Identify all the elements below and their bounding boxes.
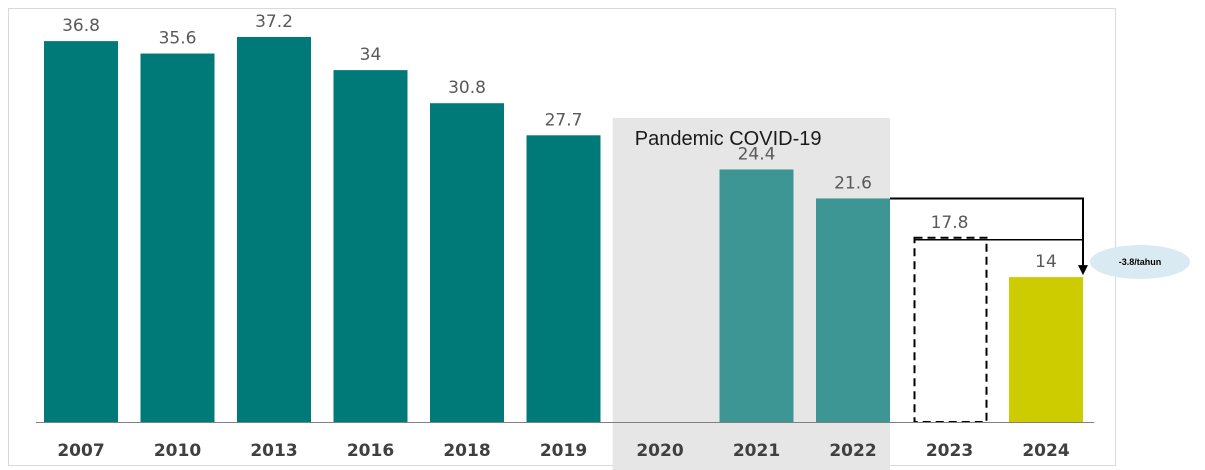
value-label-2024: 14 [1035, 252, 1057, 272]
bar-2016 [333, 70, 408, 422]
bar-2024 [1009, 277, 1083, 422]
value-label-2013: 37.2 [255, 12, 293, 32]
bar-2019 [526, 135, 601, 422]
category-label-2007: 2007 [57, 441, 104, 461]
category-label-2022: 2022 [829, 441, 876, 461]
chart-frame [8, 8, 1116, 466]
reduction-annotation: -3.8/tahun [890, 197, 1190, 279]
value-label-2010: 35.6 [159, 29, 197, 49]
bar-2022 [816, 198, 890, 422]
category-label-2020: 2020 [636, 441, 683, 461]
category-label-2016: 2016 [347, 441, 394, 461]
bar-2018 [430, 103, 504, 422]
bar-2010 [140, 53, 215, 422]
value-label-2007: 36.8 [62, 16, 100, 36]
category-label-2021: 2021 [733, 441, 780, 461]
annotation-arrowhead [1078, 265, 1088, 276]
category-label-2010: 2010 [154, 441, 201, 461]
value-label-2019: 27.7 [545, 110, 583, 130]
annotation-label: -3.8/tahun [1119, 257, 1162, 267]
annotation-bracket [890, 197, 1084, 268]
bars [44, 36, 1083, 423]
value-labels: 36.8 35.6 37.2 34 30.8 27.7 24.4 21.6 17.8 14 [62, 12, 1057, 272]
category-label-2024: 2024 [1022, 441, 1069, 461]
category-label-2018: 2018 [443, 441, 490, 461]
bar-2021 [719, 169, 794, 422]
category-label-2019: 2019 [540, 441, 587, 461]
category-label-2023: 2023 [926, 441, 973, 461]
bar-2013 [237, 36, 311, 422]
value-label-2018: 30.8 [448, 78, 486, 98]
annotation-bubble [1090, 245, 1190, 279]
value-label-2023: 17.8 [931, 213, 969, 233]
category-label-2013: 2013 [250, 441, 297, 461]
bar-2023 [913, 236, 988, 423]
bar-2007 [44, 41, 118, 423]
category-labels: 2007 2010 2013 2016 2018 2019 2020 2021 2022 2023… [57, 441, 1069, 461]
pandemic-label: Pandemic COVID-19 [635, 128, 822, 150]
value-label-2016: 34 [360, 45, 382, 65]
value-label-2021: 24.4 [738, 144, 776, 164]
value-label-2022: 21.6 [834, 173, 872, 193]
